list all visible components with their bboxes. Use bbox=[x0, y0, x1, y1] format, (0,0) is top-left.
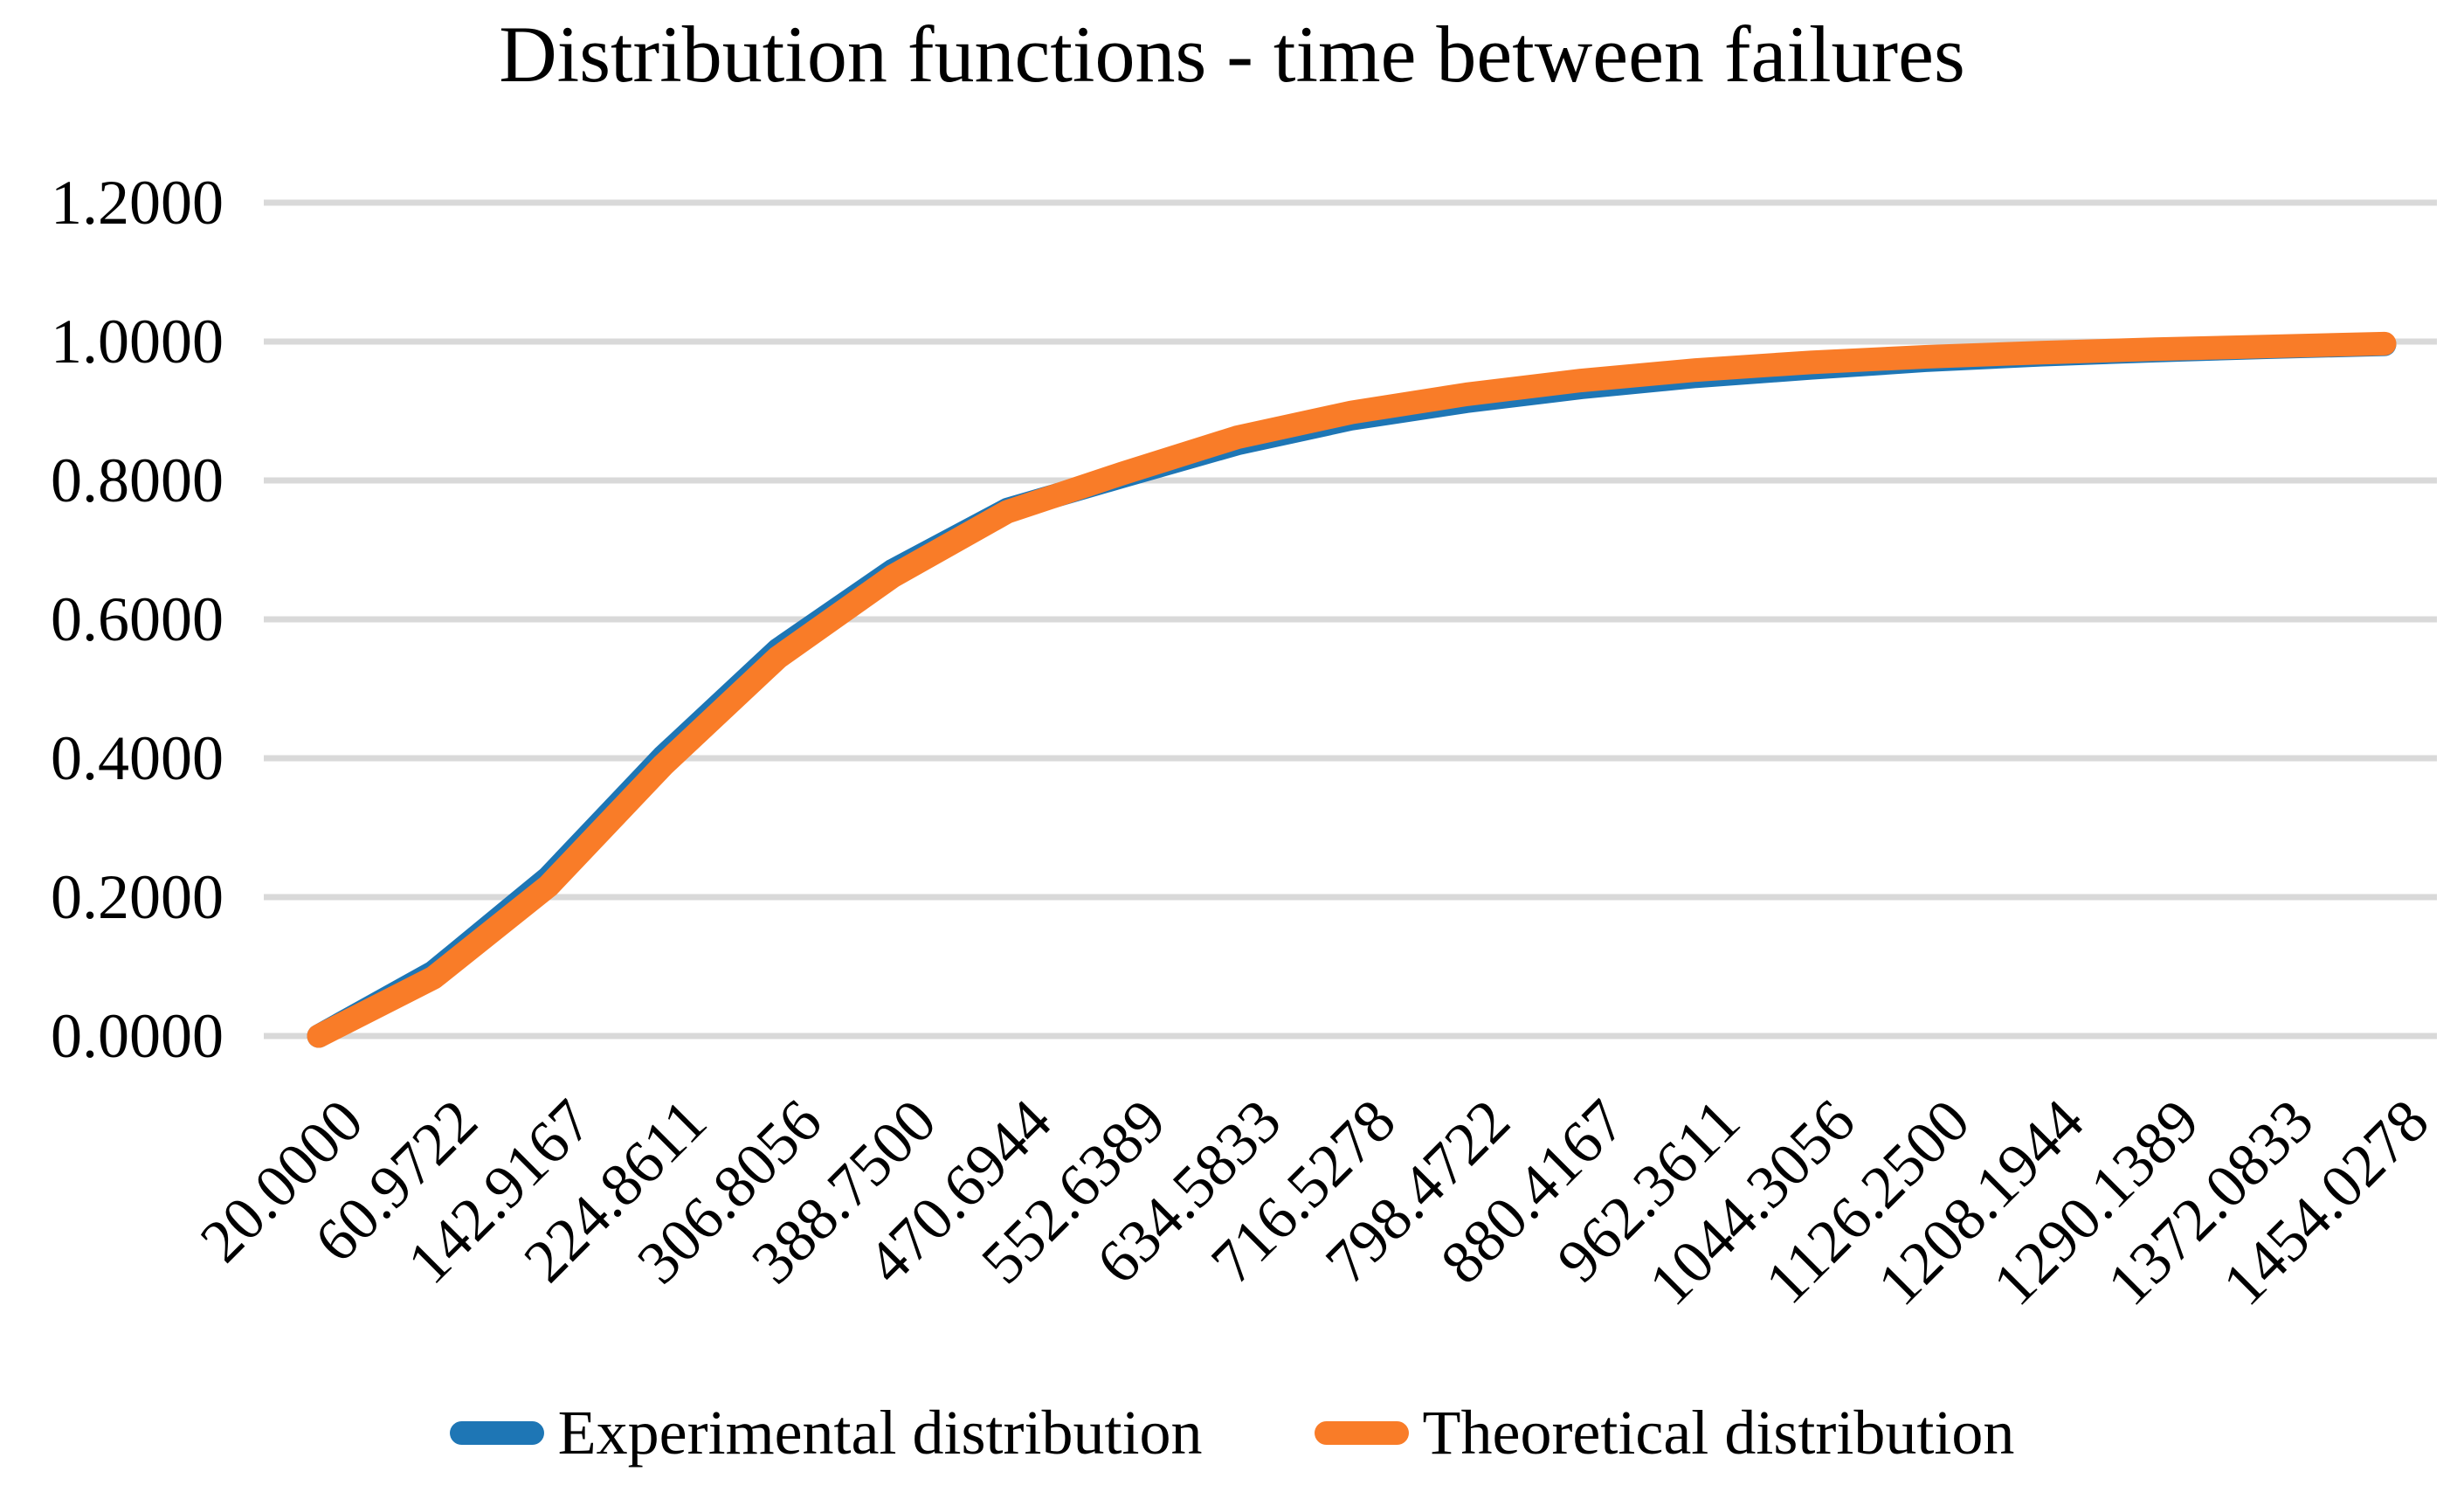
legend-label-experimental: Experimental distribution bbox=[557, 1398, 1203, 1468]
y-axis-label: 1.2000 bbox=[51, 168, 224, 238]
y-axis-label: 0.2000 bbox=[51, 862, 224, 932]
y-axis-label: 0.4000 bbox=[51, 723, 224, 793]
legend-swatch-theoretical bbox=[1314, 1420, 1409, 1445]
legend-item-theoretical[interactable]: Theoretical distribution bbox=[1314, 1398, 2015, 1468]
y-axis-label: 0.0000 bbox=[51, 1001, 224, 1071]
legend: Experimental distribution Theoretical di… bbox=[0, 1398, 2464, 1468]
y-axis-label: 1.0000 bbox=[51, 307, 224, 376]
legend-swatch-experimental bbox=[449, 1420, 544, 1445]
chart-title: Distribution functions - time between fa… bbox=[499, 10, 1965, 99]
legend-label-theoretical: Theoretical distribution bbox=[1422, 1398, 2015, 1468]
y-axis-label: 0.6000 bbox=[51, 584, 224, 654]
series-line-theoretical[interactable] bbox=[307, 331, 2397, 1048]
y-axis-label: 0.8000 bbox=[51, 446, 224, 515]
legend-item-experimental[interactable]: Experimental distribution bbox=[449, 1398, 1203, 1468]
series-line-experimental[interactable] bbox=[307, 332, 2397, 1048]
